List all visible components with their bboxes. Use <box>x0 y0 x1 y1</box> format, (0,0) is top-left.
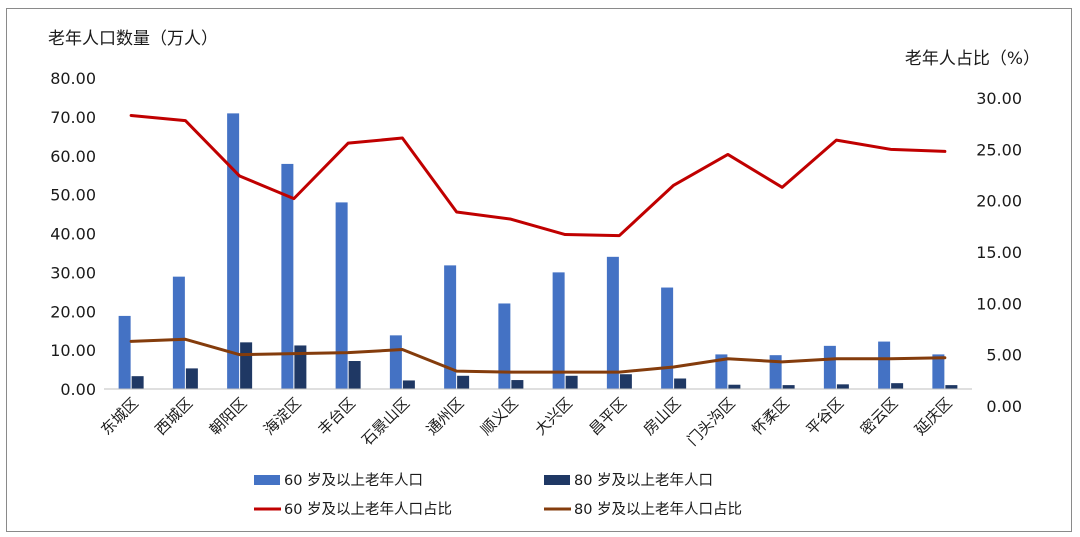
bar-80plus-8 <box>565 375 578 389</box>
bar-80plus-6 <box>457 375 470 389</box>
left-tick-label: 30.00 <box>50 263 96 282</box>
bar-60plus-1 <box>172 276 185 389</box>
right-axis-ticks: 0.00 5.00 10.00 15.00 20.00 25.00 30.00 <box>976 89 1022 416</box>
category-label: 东城区 <box>97 394 142 439</box>
bar-80plus-3 <box>294 345 307 389</box>
category-label: 延庆区 <box>911 394 956 439</box>
left-tick-label: 20.00 <box>50 302 96 321</box>
bar-80plus-11 <box>728 384 741 389</box>
category-label: 海淀区 <box>260 394 305 439</box>
category-label: 通州区 <box>423 394 468 439</box>
bar-60plus-2 <box>227 113 240 389</box>
bar-60plus-13 <box>823 345 836 389</box>
bar-80plus-10 <box>674 378 687 389</box>
bar-60plus-0 <box>118 315 131 389</box>
category-labels: 东城区 西城区 朝阳区 海淀区 丰台区 石景山区 通州区 顺义区 大兴区 昌平区 房山区 门头沟区 怀柔… <box>97 394 955 449</box>
bar-60plus-5 <box>389 335 402 389</box>
right-tick-label: 30.00 <box>976 89 1022 108</box>
bar-60plus-6 <box>444 265 457 389</box>
legend-swatch <box>544 475 570 485</box>
bar-60plus-9 <box>606 256 619 389</box>
bar-80plus-1 <box>185 368 198 389</box>
category-label: 石景山区 <box>358 394 413 449</box>
bar-80plus-9 <box>619 374 632 389</box>
bar-80plus-7 <box>511 380 524 389</box>
bar-80plus-15 <box>945 385 958 389</box>
bar-60plus-3 <box>281 163 294 389</box>
left-axis-ticks: 0.00 10.00 20.00 30.00 40.00 50.00 60.00 70.00 8… <box>50 69 96 399</box>
left-tick-label: 60.00 <box>50 147 96 166</box>
legend-label: 80 岁及以上老年人口 <box>574 472 713 489</box>
category-label: 丰台区 <box>314 394 359 439</box>
bar-60plus-7 <box>498 303 511 389</box>
category-label: 门头沟区 <box>684 394 739 449</box>
bar-80plus-2 <box>240 342 253 389</box>
bar-60plus-10 <box>661 287 674 389</box>
right-tick-label: 0.00 <box>986 397 1022 416</box>
bar-60plus-12 <box>769 355 782 389</box>
bar-80plus-0 <box>131 376 144 389</box>
right-tick-label: 25.00 <box>976 140 1022 159</box>
bar-60plus-14 <box>878 341 891 389</box>
category-label: 怀柔区 <box>748 394 793 439</box>
category-label: 朝阳区 <box>206 394 251 439</box>
legend-label: 60 岁及以上老年人口 <box>284 472 423 489</box>
category-label: 西城区 <box>152 394 197 439</box>
category-label: 平谷区 <box>803 394 848 439</box>
bar-60plus-4 <box>335 202 348 389</box>
category-label: 顺义区 <box>477 394 522 439</box>
legend-label: 80 岁及以上老年人口占比 <box>574 501 742 518</box>
left-tick-label: 50.00 <box>50 186 96 205</box>
legend: 60 岁及以上老年人口 80 岁及以上老年人口 60 岁及以上老年人口占比 80 岁及… <box>254 472 742 518</box>
right-tick-label: 10.00 <box>976 294 1022 313</box>
legend-swatch <box>254 475 280 485</box>
right-tick-label: 5.00 <box>986 346 1022 365</box>
right-tick-label: 20.00 <box>976 192 1022 211</box>
bar-80plus-5 <box>402 380 415 389</box>
category-label: 大兴区 <box>531 394 576 439</box>
bar-80plus-12 <box>782 385 795 389</box>
bar-60plus-11 <box>715 354 728 389</box>
category-label: 昌平区 <box>586 394 631 439</box>
chart-frame <box>6 8 1072 532</box>
line-series <box>129 113 947 374</box>
line-80plus-ratio <box>129 337 947 374</box>
right-axis-title: 老年人占比（%） <box>905 49 1040 69</box>
left-tick-label: 10.00 <box>50 341 96 360</box>
left-tick-label: 80.00 <box>50 69 96 88</box>
line-60plus-ratio <box>129 113 947 238</box>
legend-label: 60 岁及以上老年人口占比 <box>284 501 452 518</box>
bar-series <box>118 113 958 389</box>
left-tick-label: 40.00 <box>50 225 96 244</box>
left-axis-title: 老年人口数量（万人） <box>48 29 218 49</box>
bar-60plus-8 <box>552 272 565 389</box>
category-label: 密云区 <box>857 394 902 439</box>
left-tick-label: 70.00 <box>50 108 96 127</box>
bar-80plus-13 <box>836 384 849 389</box>
right-tick-label: 15.00 <box>976 243 1022 262</box>
category-label: 房山区 <box>640 394 685 439</box>
left-tick-label: 0.00 <box>60 380 96 399</box>
bar-60plus-15 <box>932 354 945 389</box>
bar-80plus-14 <box>891 383 904 389</box>
bar-80plus-4 <box>348 361 361 389</box>
